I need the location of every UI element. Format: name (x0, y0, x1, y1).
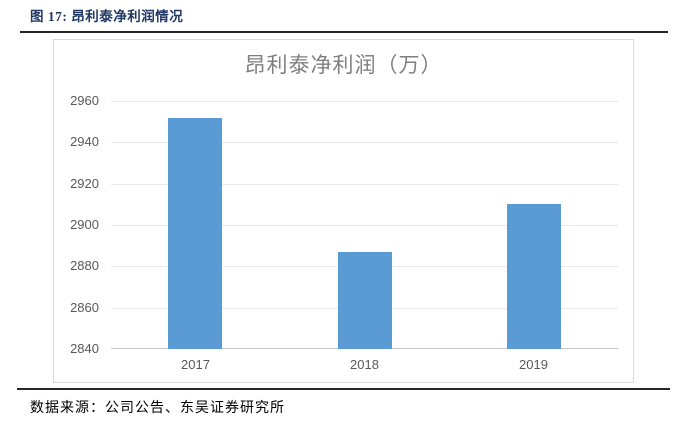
gridline (111, 142, 618, 144)
gridline (111, 183, 618, 185)
x-axis-labels: 2017 2018 2019 (111, 356, 618, 374)
gridline (111, 225, 618, 226)
y-tick-label: 2860 (70, 299, 99, 315)
chart-title: 昂利泰净利润（万） (244, 53, 443, 77)
footer-rule (17, 388, 670, 390)
x-tick-label: 2019 (519, 357, 548, 372)
y-tick-label: 2960 (70, 93, 99, 108)
y-tick-label: 2880 (70, 258, 99, 274)
y-tick-label: 2900 (70, 217, 99, 232)
y-tick-label: 2920 (70, 175, 99, 191)
bar-2018 (337, 251, 392, 349)
figure-caption: 图 17: 昂利泰净利润情况 (30, 9, 184, 24)
y-tick-label: 2940 (70, 134, 99, 150)
chart-container: 昂利泰净利润（万） 2840 2860 2880 2900 2920 2940 2960 2… (53, 39, 634, 383)
y-tick-label: 2840 (70, 341, 99, 356)
y-axis-labels: 2840 2860 2880 2900 2920 2940 2960 (54, 93, 99, 356)
bar-2017 (168, 117, 223, 349)
bar-2019 (506, 204, 561, 349)
header-rule (20, 31, 668, 33)
x-tick-label: 2017 (181, 357, 210, 372)
x-tick-label: 2018 (350, 357, 379, 372)
gridline (111, 101, 618, 102)
plot-area (111, 101, 618, 349)
data-source-note: 数据来源：公司公告、东吴证券研究所 (30, 401, 285, 416)
